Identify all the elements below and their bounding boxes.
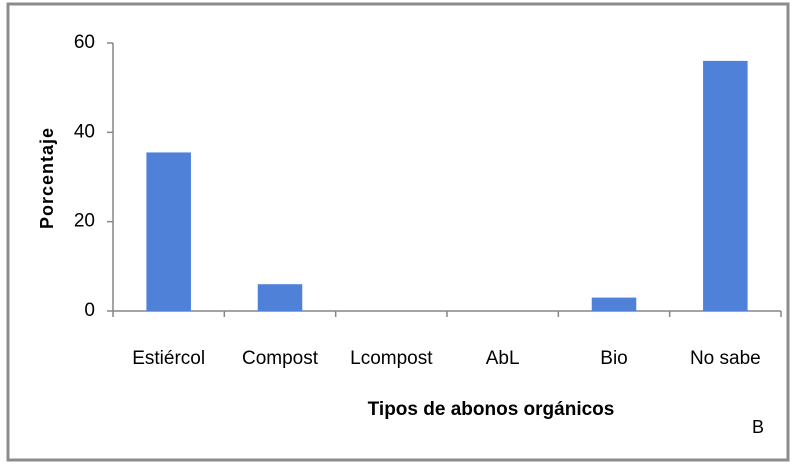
y-tick-label: 0 xyxy=(84,300,95,321)
bar xyxy=(591,297,637,311)
y-tick-label: 20 xyxy=(74,211,95,232)
x-tick-label: AbL xyxy=(486,348,520,369)
annotation: B xyxy=(752,417,764,437)
y-axis-title: Porcentaje xyxy=(37,127,57,229)
x-tick-label: Lcompost xyxy=(350,348,433,369)
x-axis-title: Tipos de abonos orgánicos xyxy=(368,399,615,420)
bar xyxy=(146,152,191,311)
x-tick-label: Estiércol xyxy=(132,348,205,369)
x-tick-label: Compost xyxy=(242,348,319,369)
y-tick-label: 40 xyxy=(74,121,95,142)
x-tick-label: Bio xyxy=(600,348,627,369)
x-tick-label: No sabe xyxy=(690,348,761,369)
y-tick-label: 60 xyxy=(74,32,95,53)
chart-frame xyxy=(6,2,790,462)
bar xyxy=(703,60,748,311)
bar xyxy=(257,284,303,311)
